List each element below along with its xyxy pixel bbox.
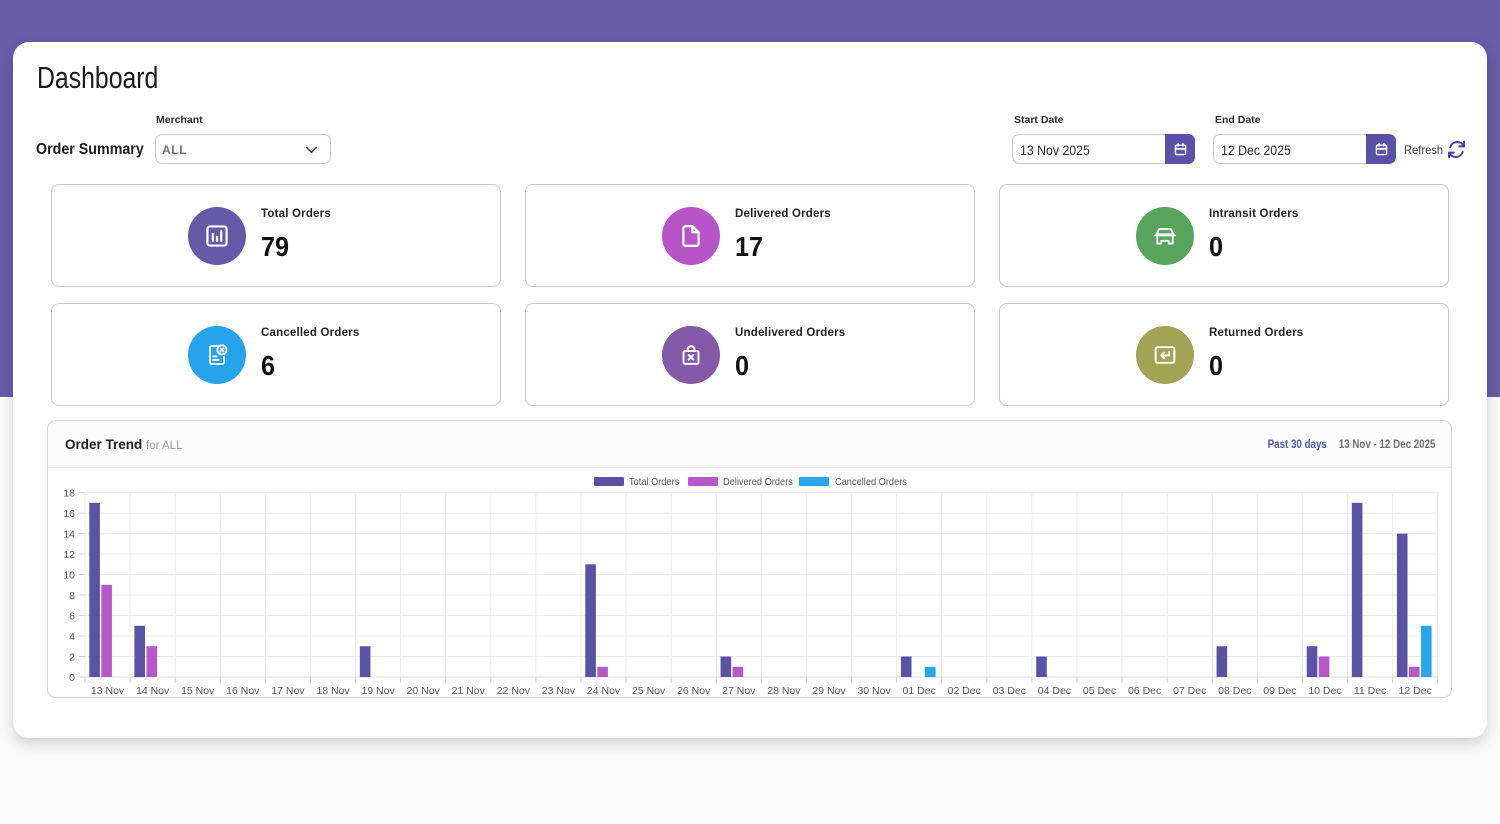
svg-text:04 Dec: 04 Dec — [1038, 685, 1071, 697]
svg-text:23 Nov: 23 Nov — [542, 685, 576, 697]
svg-text:22 Nov: 22 Nov — [497, 685, 531, 697]
svg-text:01 Dec: 01 Dec — [903, 685, 936, 697]
svg-text:28 Nov: 28 Nov — [767, 685, 801, 697]
svg-text:19 Nov: 19 Nov — [361, 685, 395, 697]
svg-text:02 Dec: 02 Dec — [948, 685, 981, 697]
svg-text:30 Nov: 30 Nov — [857, 685, 891, 697]
svg-text:14: 14 — [63, 528, 75, 540]
svg-text:18 Nov: 18 Nov — [316, 685, 350, 697]
svg-text:24 Nov: 24 Nov — [587, 685, 621, 697]
svg-text:0: 0 — [69, 672, 75, 684]
svg-text:2: 2 — [69, 651, 75, 663]
svg-text:05 Dec: 05 Dec — [1083, 685, 1116, 697]
svg-text:06 Dec: 06 Dec — [1128, 685, 1161, 697]
svg-text:6: 6 — [69, 610, 75, 622]
svg-text:25 Nov: 25 Nov — [632, 685, 666, 697]
svg-text:29 Nov: 29 Nov — [812, 685, 846, 697]
svg-text:13 Nov: 13 Nov — [91, 685, 125, 697]
svg-text:03 Dec: 03 Dec — [993, 685, 1026, 697]
svg-text:17 Nov: 17 Nov — [271, 685, 305, 697]
svg-text:07 Dec: 07 Dec — [1173, 685, 1206, 697]
svg-text:10: 10 — [63, 569, 75, 581]
svg-text:26 Nov: 26 Nov — [677, 685, 711, 697]
svg-text:4: 4 — [69, 631, 75, 643]
svg-text:08 Dec: 08 Dec — [1218, 685, 1251, 697]
svg-text:15 Nov: 15 Nov — [181, 685, 215, 697]
svg-text:16: 16 — [63, 508, 75, 520]
svg-text:21 Nov: 21 Nov — [452, 685, 486, 697]
svg-text:16 Nov: 16 Nov — [226, 685, 260, 697]
svg-text:09 Dec: 09 Dec — [1263, 685, 1296, 697]
svg-text:10 Dec: 10 Dec — [1308, 685, 1341, 697]
svg-text:12: 12 — [63, 549, 75, 561]
svg-text:8: 8 — [69, 590, 75, 602]
svg-text:27 Nov: 27 Nov — [722, 685, 756, 697]
svg-text:20 Nov: 20 Nov — [407, 685, 441, 697]
svg-text:14 Nov: 14 Nov — [136, 685, 170, 697]
svg-text:18: 18 — [63, 487, 75, 499]
svg-text:11 Dec: 11 Dec — [1354, 685, 1387, 697]
svg-text:12 Dec: 12 Dec — [1399, 685, 1432, 697]
